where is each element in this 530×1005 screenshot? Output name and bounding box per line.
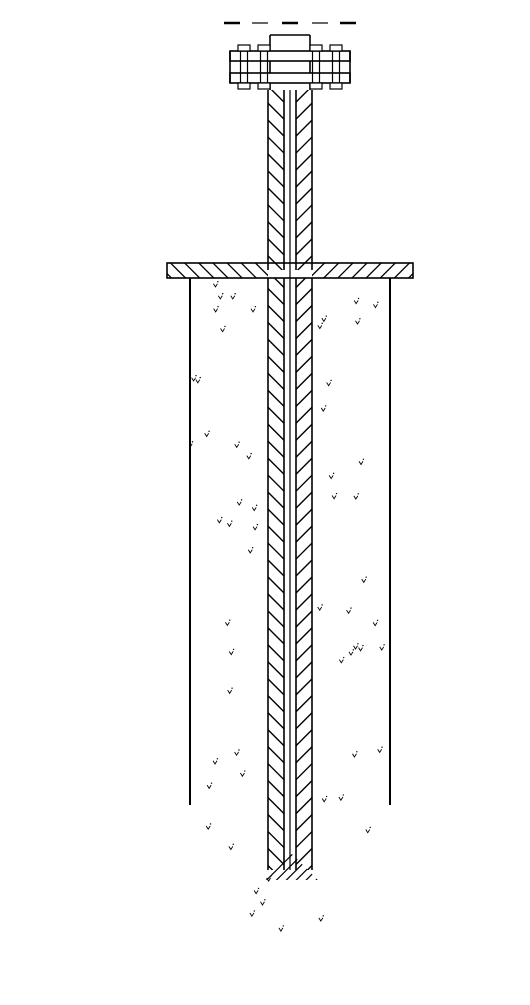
figure-canvas — [0, 0, 530, 1000]
concrete-speckle — [188, 281, 386, 952]
engineering-drawing — [0, 0, 530, 1000]
outline-lines — [167, 23, 413, 870]
section-hatching — [0, 0, 530, 1000]
